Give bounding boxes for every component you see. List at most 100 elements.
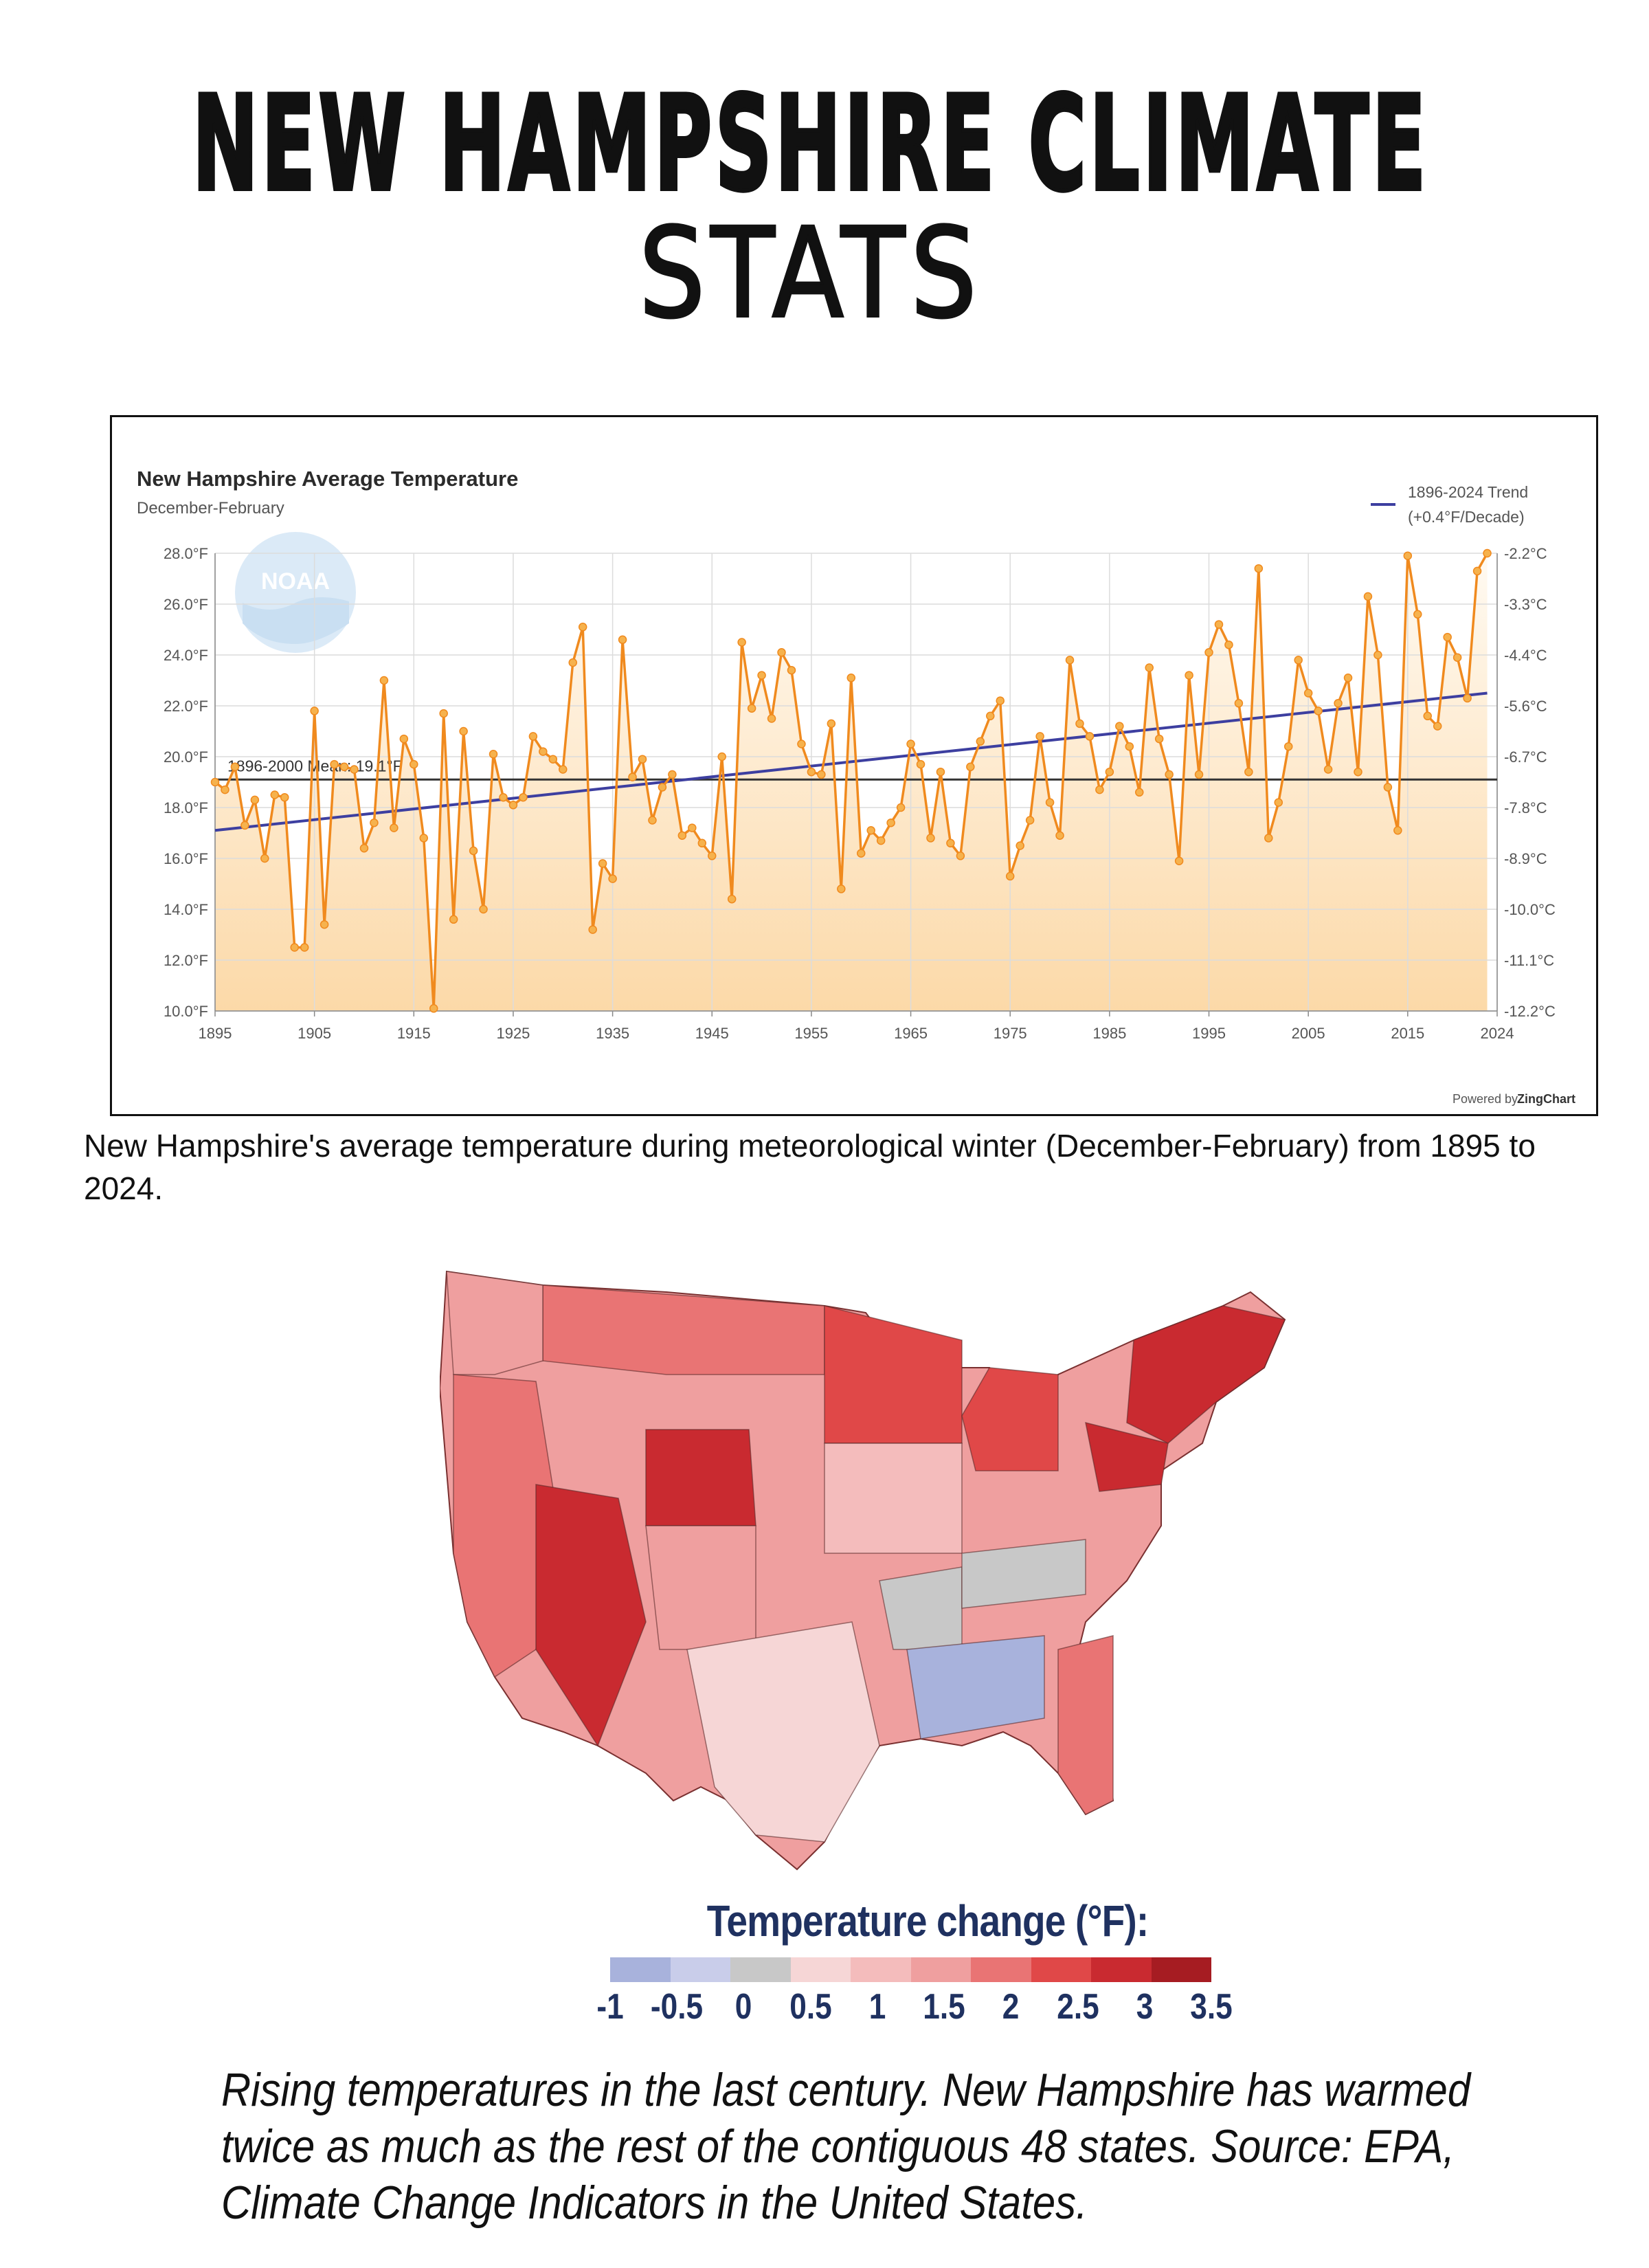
legend-title: Temperature change (°F): <box>706 1896 1149 1946</box>
y-tick-label-c: -11.1°C <box>1504 952 1554 969</box>
data-point <box>608 874 617 883</box>
map-region-texas <box>686 1621 880 1843</box>
data-point <box>688 823 697 832</box>
map-region-tennessee-valley <box>961 1539 1086 1609</box>
y-tick-label-c: -4.4°C <box>1504 647 1547 664</box>
legend-color-bar <box>610 1957 1211 1982</box>
data-point <box>528 732 538 741</box>
data-point <box>1185 671 1193 680</box>
data-point <box>1363 592 1373 601</box>
data-point <box>1274 798 1283 807</box>
data-point <box>1354 767 1362 777</box>
y-tick-label-f: 22.0°F <box>164 698 208 715</box>
data-point <box>827 719 836 729</box>
data-point <box>1334 699 1343 708</box>
data-point <box>1303 689 1313 698</box>
data-point <box>1145 663 1154 672</box>
data-point <box>280 792 289 802</box>
data-point <box>1025 816 1035 825</box>
data-point <box>856 849 866 858</box>
data-point <box>519 792 528 802</box>
legend-tick-label: 1.5 <box>923 1987 965 2027</box>
data-point <box>658 783 667 792</box>
data-point <box>1204 648 1213 657</box>
data-point <box>310 707 319 715</box>
data-point <box>1314 707 1323 715</box>
data-point <box>677 831 687 840</box>
temperature-chart-frame: New Hampshire Average Temperature Decemb… <box>110 415 1598 1116</box>
data-point <box>559 765 568 774</box>
data-point <box>359 843 369 853</box>
data-point <box>489 750 498 759</box>
data-point <box>797 740 806 748</box>
y-tick-label-f: 20.0°F <box>164 748 208 766</box>
data-point <box>439 709 448 718</box>
data-point <box>986 711 995 721</box>
data-point <box>638 755 647 764</box>
data-point <box>757 671 766 680</box>
data-point <box>449 915 458 924</box>
y-tick-label-c: -3.3°C <box>1504 596 1547 613</box>
data-point <box>1035 732 1044 741</box>
data-point <box>1483 548 1492 558</box>
data-point <box>548 755 558 764</box>
data-point <box>479 904 488 914</box>
data-point <box>1016 841 1024 850</box>
data-point <box>1115 722 1124 731</box>
y-tick-label-f: 24.0°F <box>164 647 208 664</box>
data-point <box>1403 551 1413 560</box>
page-title: NEW HAMPSHIRE CLIMATE STATS <box>190 66 1426 347</box>
data-point <box>1125 742 1134 751</box>
chart-area-fill <box>215 553 1488 1011</box>
data-point <box>896 803 906 812</box>
data-point <box>717 752 726 761</box>
y-tick-label-f: 18.0°F <box>164 799 208 816</box>
data-point <box>1343 674 1353 682</box>
data-point <box>508 801 518 810</box>
data-point <box>866 826 875 835</box>
legend-swatch <box>730 1957 791 1982</box>
data-point <box>946 838 955 848</box>
data-point <box>270 790 280 799</box>
data-point <box>708 852 717 860</box>
trend-legend-rate: (+0.4°F/Decade) <box>1408 508 1525 526</box>
y-tick-label-f: 10.0°F <box>164 1003 208 1020</box>
data-point <box>767 714 776 723</box>
y-tick-label-f: 28.0°F <box>164 545 208 562</box>
data-point <box>976 737 985 746</box>
data-point <box>350 765 359 774</box>
data-point <box>459 726 468 736</box>
data-point <box>1194 770 1204 779</box>
data-point <box>399 734 409 744</box>
x-tick-label: 1975 <box>994 1025 1027 1042</box>
x-tick-label: 1935 <box>596 1025 629 1042</box>
map-region-upper-midwest <box>824 1305 963 1444</box>
data-point <box>429 1004 438 1013</box>
y-tick-label-c: -5.6°C <box>1504 698 1547 715</box>
data-point <box>648 816 657 825</box>
data-point <box>807 767 816 777</box>
map-region-pacific-northwest <box>446 1271 543 1375</box>
data-point <box>290 943 299 952</box>
legend-tick-label: 3.5 <box>1190 1987 1233 2027</box>
data-point <box>1095 785 1104 794</box>
data-point <box>876 836 886 845</box>
legend-tick-label: 2 <box>1002 1987 1020 2027</box>
data-point <box>1472 566 1482 576</box>
data-point <box>1294 656 1303 665</box>
legend-swatch <box>971 1957 1031 1982</box>
data-point <box>1105 767 1114 777</box>
map-region-florida <box>1057 1635 1114 1815</box>
y-tick-label-c: -6.7°C <box>1504 748 1547 766</box>
data-point <box>221 785 229 794</box>
legend-swatch <box>1091 1957 1152 1982</box>
data-point <box>1214 620 1224 629</box>
data-point <box>330 759 339 769</box>
legend-swatch <box>851 1957 911 1982</box>
map-region-central-plains <box>824 1443 963 1554</box>
temperature-chart: New Hampshire Average Temperature Decemb… <box>137 467 1575 1106</box>
legend-tick-labels: -1 -0.5 0 0.5 1 1.5 2 2.5 3 3.5 <box>591 1986 1237 2034</box>
us-temperature-change-map <box>440 1270 1286 1871</box>
y-tick-label-c: -2.2°C <box>1504 545 1547 562</box>
data-point <box>469 846 478 856</box>
